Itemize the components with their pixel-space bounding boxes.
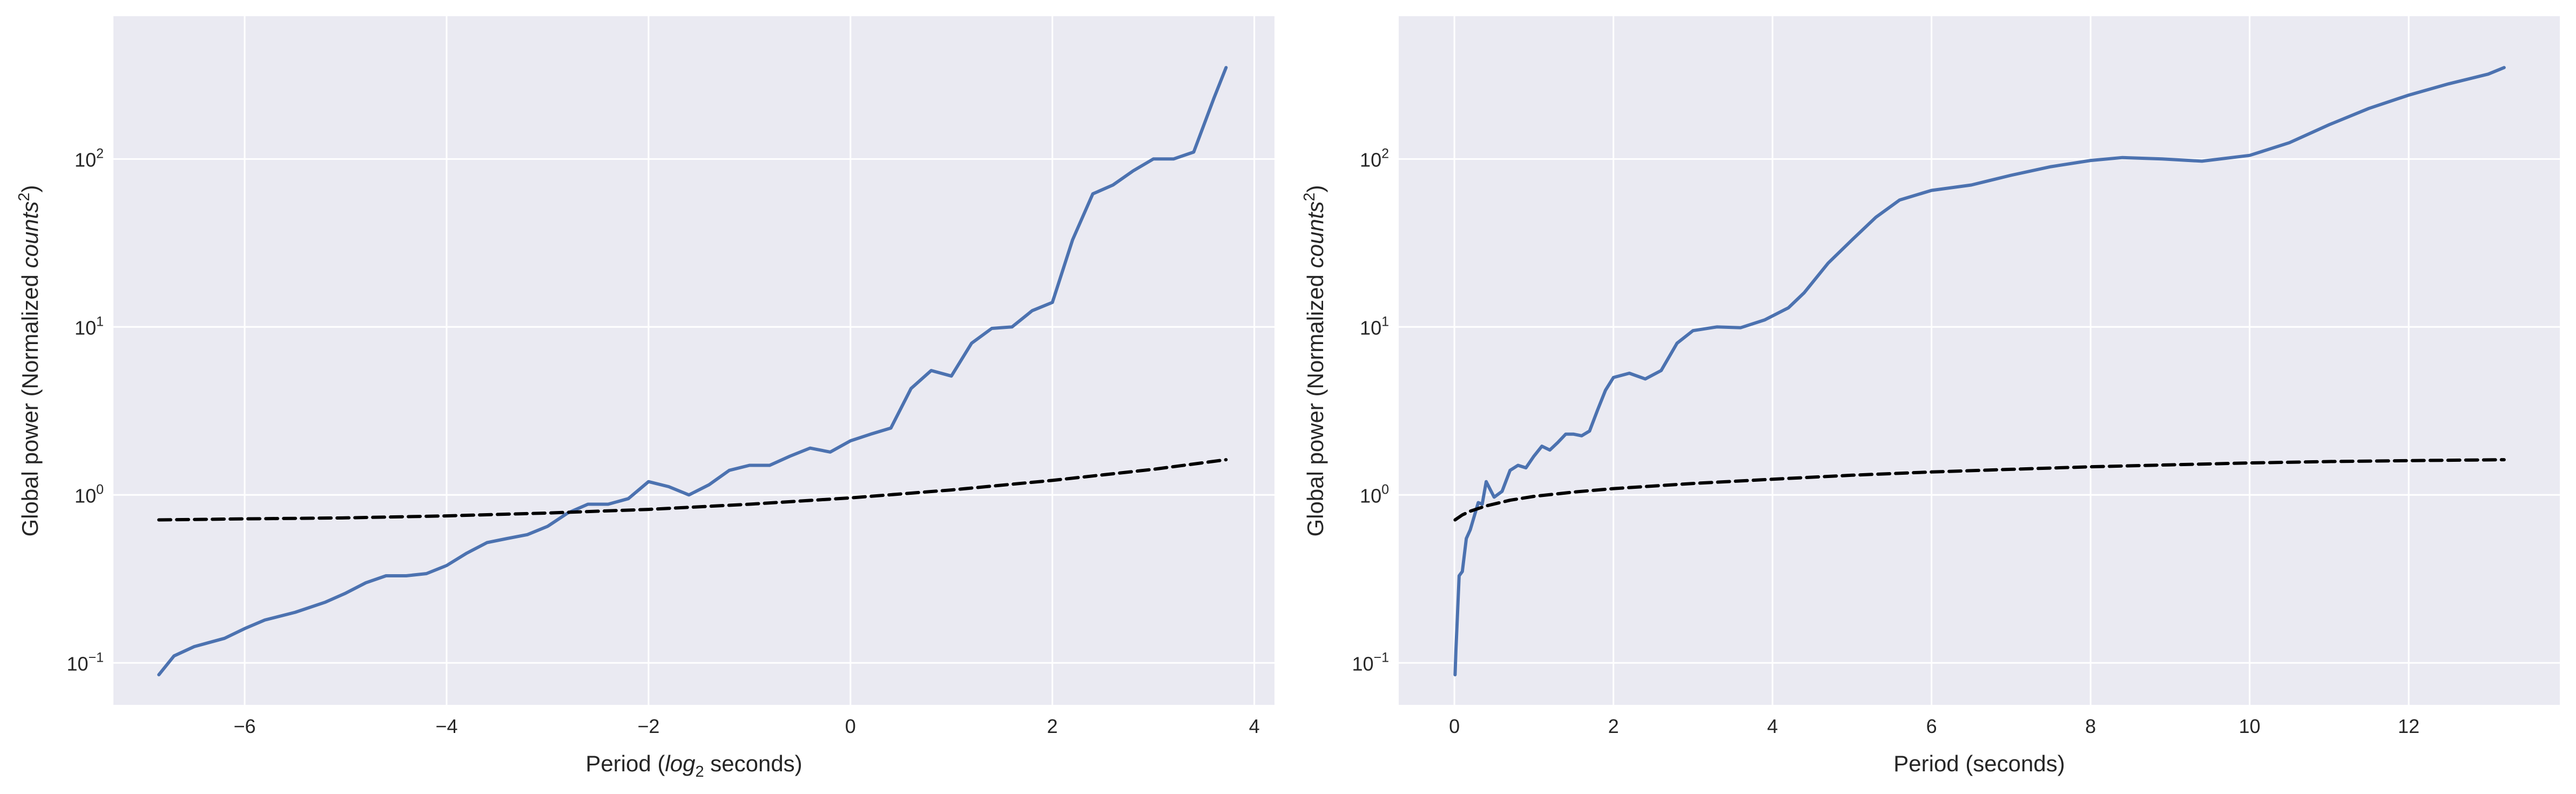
y-tick-label: 102: [75, 146, 104, 171]
plot-area-right: [1399, 16, 2560, 705]
x-tick-labels-right: 0 2 4 6 8 10 12: [1449, 715, 2419, 737]
x-tick-label: −6: [234, 715, 256, 737]
x-axis-label-left: Period (log2 seconds): [585, 751, 802, 780]
y-tick-label: 10−1: [1352, 650, 1389, 675]
x-tick-label: 10: [2239, 715, 2261, 737]
significance-line: [157, 458, 1228, 522]
significance-line: [1453, 458, 2506, 522]
chart-left: −6 −4 −2 0 2 4 10−1 100 101 102 Period (log2 sec…: [16, 16, 1274, 780]
y-tick-labels-left: 10−1 100 101 102: [66, 146, 104, 675]
plot-area-left: [113, 16, 1274, 705]
x-tick-label: 6: [1926, 715, 1937, 737]
y-axis-label-left: Global power (Normalized counts2): [16, 185, 43, 536]
grid-left: [113, 16, 1274, 705]
x-tick-label: 2: [1047, 715, 1058, 737]
global-power-line: [1453, 66, 2506, 677]
x-axis-label-right: Period (seconds): [1893, 751, 2065, 776]
series-left: [157, 66, 1228, 677]
y-tick-label: 100: [75, 482, 104, 507]
y-axis-label-right: Global power (Normalized counts2): [1301, 185, 1328, 536]
x-tick-label: −2: [637, 715, 659, 737]
grid-right: [1399, 16, 2560, 705]
y-tick-label: 100: [1360, 482, 1389, 507]
global-power-line: [157, 66, 1228, 677]
series-right: [1453, 66, 2506, 677]
x-tick-label: 8: [2085, 715, 2096, 737]
y-tick-label: 101: [1360, 314, 1389, 339]
y-tick-label: 101: [75, 314, 104, 339]
x-tick-label: −4: [435, 715, 457, 737]
y-tick-label: 102: [1360, 146, 1389, 171]
x-tick-label: 4: [1249, 715, 1260, 737]
chart-right: 0 2 4 6 8 10 12 10−1 100 101 102 Period (seconds)…: [1301, 16, 2560, 776]
x-tick-label: 2: [1608, 715, 1619, 737]
y-tick-labels-right: 10−1 100 101 102: [1352, 146, 1389, 675]
y-tick-label: 10−1: [66, 650, 104, 675]
x-tick-label: 0: [845, 715, 856, 737]
x-tick-labels-left: −6 −4 −2 0 2 4: [234, 715, 1260, 737]
x-tick-label: 4: [1767, 715, 1778, 737]
x-tick-label: 0: [1449, 715, 1460, 737]
x-tick-label: 12: [2398, 715, 2419, 737]
